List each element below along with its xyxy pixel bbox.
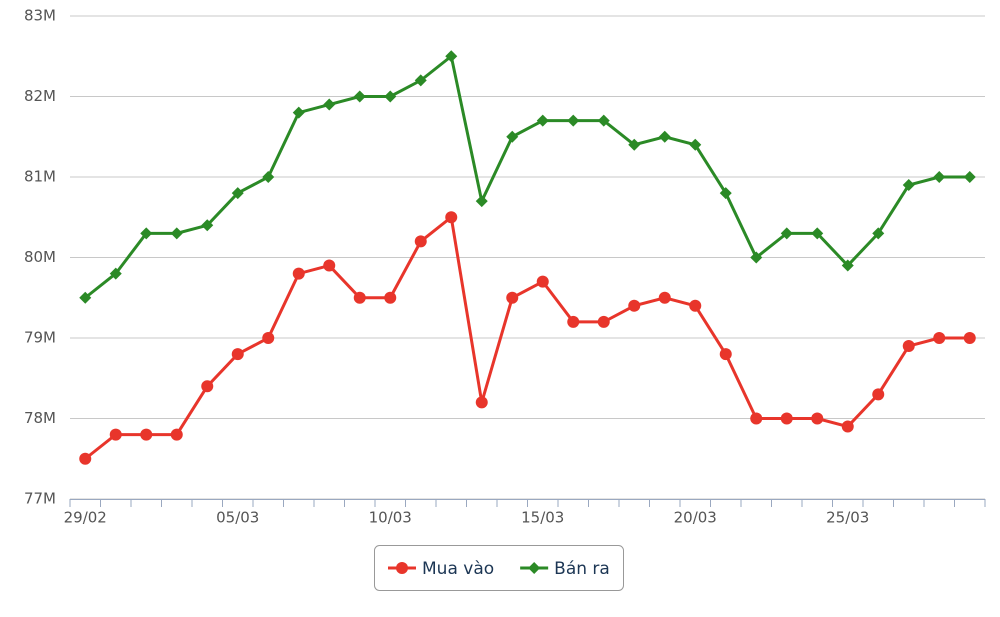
- data-point: [109, 428, 122, 441]
- data-point: [201, 219, 214, 232]
- data-point: [963, 332, 976, 344]
- data-point: [933, 171, 946, 183]
- data-point: [689, 138, 702, 151]
- legend-box: [374, 545, 624, 591]
- data-point: [475, 396, 488, 409]
- legend-marker: [396, 562, 408, 574]
- data-point: [445, 50, 458, 63]
- y-tick-label: 83M: [24, 7, 56, 25]
- legend-label: Mua vào: [422, 559, 494, 579]
- data-point: [323, 98, 336, 111]
- data-point: [872, 227, 885, 240]
- data-point: [841, 420, 854, 433]
- data-point: [384, 291, 397, 304]
- data-point: [689, 299, 702, 312]
- x-tick-label: 10/03: [369, 509, 412, 527]
- data-point: [628, 138, 641, 151]
- data-point: [231, 348, 244, 361]
- legend-marker: [528, 562, 541, 574]
- data-point: [933, 332, 946, 344]
- data-point: [262, 171, 275, 183]
- x-tick-label: 05/03: [216, 509, 259, 527]
- data-point: [445, 211, 458, 224]
- data-point: [597, 315, 610, 328]
- data-point: [567, 114, 580, 127]
- series-line: [84, 53, 970, 299]
- data-point: [353, 90, 366, 103]
- data-point: [811, 412, 824, 425]
- data-point: [201, 380, 214, 393]
- data-point: [414, 235, 427, 248]
- data-point: [536, 114, 549, 127]
- data-point: [353, 291, 366, 304]
- data-point: [140, 227, 153, 240]
- data-point: [902, 340, 915, 353]
- data-point: [811, 227, 824, 240]
- data-point: [262, 332, 275, 344]
- legend-label: Bán ra: [554, 559, 610, 579]
- data-point: [231, 187, 244, 200]
- y-tick-label: 77M: [24, 490, 56, 508]
- x-tick-label: 15/03: [521, 509, 564, 527]
- data-point: [170, 227, 183, 240]
- data-point: [658, 130, 671, 143]
- data-point: [292, 267, 305, 280]
- data-point: [79, 452, 92, 465]
- y-tick-label: 81M: [24, 168, 56, 186]
- x-tick-label: 20/03: [674, 509, 717, 527]
- data-point: [170, 428, 183, 441]
- data-point: [902, 179, 915, 192]
- x-tick-label: 25/03: [826, 509, 869, 527]
- y-tick-label: 82M: [24, 87, 56, 105]
- data-point: [963, 171, 976, 183]
- y-tick-label: 78M: [24, 409, 56, 427]
- data-point: [872, 388, 885, 401]
- data-point: [475, 195, 488, 208]
- data-point: [567, 315, 580, 328]
- data-point: [109, 267, 122, 280]
- data-point: [780, 412, 793, 425]
- data-point: [292, 106, 305, 119]
- x-tick-label: 29/02: [64, 509, 107, 527]
- data-point: [414, 74, 427, 87]
- data-point: [719, 187, 732, 200]
- data-point: [750, 251, 763, 264]
- data-point: [79, 291, 92, 304]
- y-tick-label: 79M: [24, 329, 56, 347]
- data-point: [384, 90, 397, 103]
- data-point: [506, 130, 519, 143]
- data-point: [780, 227, 793, 240]
- data-point: [140, 428, 153, 441]
- data-point: [323, 259, 336, 272]
- data-point: [719, 348, 732, 361]
- data-point: [506, 291, 519, 304]
- data-point: [750, 412, 763, 425]
- data-point: [597, 114, 610, 127]
- data-point: [658, 291, 671, 304]
- data-point: [628, 299, 641, 312]
- data-point: [536, 275, 549, 288]
- y-tick-label: 80M: [24, 248, 56, 266]
- data-point: [841, 259, 854, 272]
